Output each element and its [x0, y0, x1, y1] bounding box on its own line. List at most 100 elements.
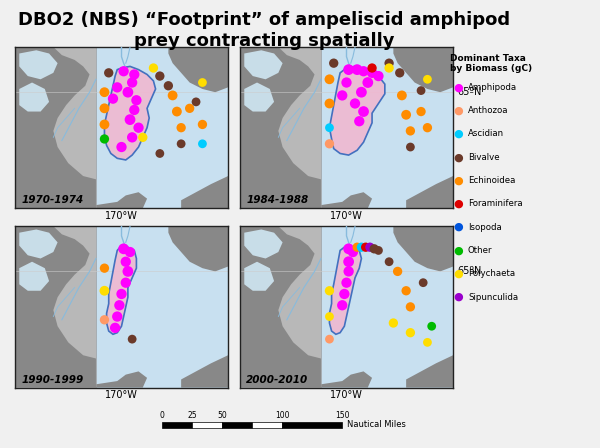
Point	[164, 82, 173, 89]
Text: 65ºN: 65ºN	[457, 87, 482, 97]
Polygon shape	[394, 226, 453, 271]
Polygon shape	[15, 47, 96, 208]
Point	[197, 121, 207, 128]
Bar	[240, 47, 321, 208]
Bar	[15, 47, 96, 208]
Text: 150: 150	[335, 411, 349, 420]
Text: Amphipoda: Amphipoda	[468, 83, 517, 92]
Text: Foraminifera: Foraminifera	[468, 199, 523, 208]
Point	[406, 303, 415, 310]
Text: ●: ●	[453, 269, 463, 279]
Point	[348, 249, 358, 256]
Bar	[96, 226, 228, 388]
Point	[100, 287, 109, 294]
Point	[116, 290, 127, 297]
Point	[344, 245, 353, 252]
Point	[125, 116, 135, 123]
Text: ●: ●	[453, 152, 463, 162]
Text: Other: Other	[468, 246, 493, 255]
Text: Bivalve: Bivalve	[468, 153, 500, 162]
Polygon shape	[181, 355, 228, 388]
Point	[401, 287, 411, 294]
Polygon shape	[244, 50, 283, 79]
Point	[374, 73, 383, 80]
Polygon shape	[169, 47, 228, 92]
Point	[121, 258, 131, 265]
Polygon shape	[240, 226, 321, 388]
Text: 25: 25	[187, 411, 197, 420]
Text: ●: ●	[453, 292, 463, 302]
Point	[138, 134, 148, 141]
Point	[185, 105, 194, 112]
Point	[367, 69, 377, 77]
Point	[127, 336, 137, 343]
Polygon shape	[394, 47, 453, 92]
Point	[356, 244, 366, 251]
Point	[100, 265, 109, 272]
Point	[155, 73, 164, 80]
Point	[342, 79, 352, 86]
Point	[363, 79, 373, 86]
Point	[325, 287, 334, 294]
Point	[385, 258, 394, 265]
Point	[370, 245, 379, 252]
Point	[342, 279, 352, 286]
Polygon shape	[169, 226, 228, 271]
Polygon shape	[406, 176, 453, 208]
Text: 1990-1999: 1990-1999	[22, 375, 83, 385]
Polygon shape	[321, 192, 372, 208]
Polygon shape	[244, 229, 283, 258]
X-axis label: 170°W: 170°W	[105, 211, 138, 221]
Point	[385, 60, 394, 67]
Point	[123, 89, 133, 96]
Text: Anthozoa: Anthozoa	[468, 106, 509, 115]
Point	[367, 65, 377, 72]
Point	[325, 313, 334, 320]
Polygon shape	[15, 226, 96, 388]
Point	[344, 258, 353, 265]
Point	[325, 76, 334, 83]
Text: ●: ●	[453, 176, 463, 185]
Point	[191, 98, 201, 105]
Polygon shape	[19, 82, 49, 112]
Point	[325, 124, 334, 131]
Point	[131, 97, 141, 104]
Bar	[321, 226, 453, 388]
Point	[337, 92, 347, 99]
Point	[110, 324, 120, 332]
Text: 1970-1974: 1970-1974	[22, 195, 83, 206]
Point	[385, 65, 394, 72]
Point	[119, 245, 128, 252]
Point	[355, 118, 364, 125]
Polygon shape	[19, 262, 49, 291]
Text: ●: ●	[453, 222, 463, 232]
Point	[112, 313, 122, 320]
Text: 100: 100	[275, 411, 289, 420]
X-axis label: 170°W: 170°W	[105, 390, 138, 401]
Point	[397, 92, 407, 99]
Point	[427, 323, 437, 330]
Polygon shape	[104, 66, 155, 160]
Point	[116, 143, 127, 151]
Text: ●: ●	[453, 82, 463, 92]
Point	[325, 100, 334, 107]
Point	[352, 244, 362, 251]
X-axis label: 170°W: 170°W	[330, 211, 363, 221]
Bar	[15, 226, 96, 388]
Point	[361, 244, 370, 251]
Text: 50: 50	[217, 411, 227, 420]
Point	[416, 108, 426, 115]
Point	[329, 60, 338, 67]
Point	[130, 71, 139, 78]
Polygon shape	[19, 50, 58, 79]
Point	[121, 279, 131, 286]
Text: ●: ●	[453, 129, 463, 139]
Point	[337, 302, 347, 309]
Point	[130, 106, 139, 113]
Point	[325, 140, 334, 147]
Text: Ascidian: Ascidian	[468, 129, 504, 138]
Polygon shape	[321, 371, 372, 388]
Point	[422, 76, 432, 83]
Point	[393, 268, 403, 275]
Polygon shape	[329, 246, 361, 334]
